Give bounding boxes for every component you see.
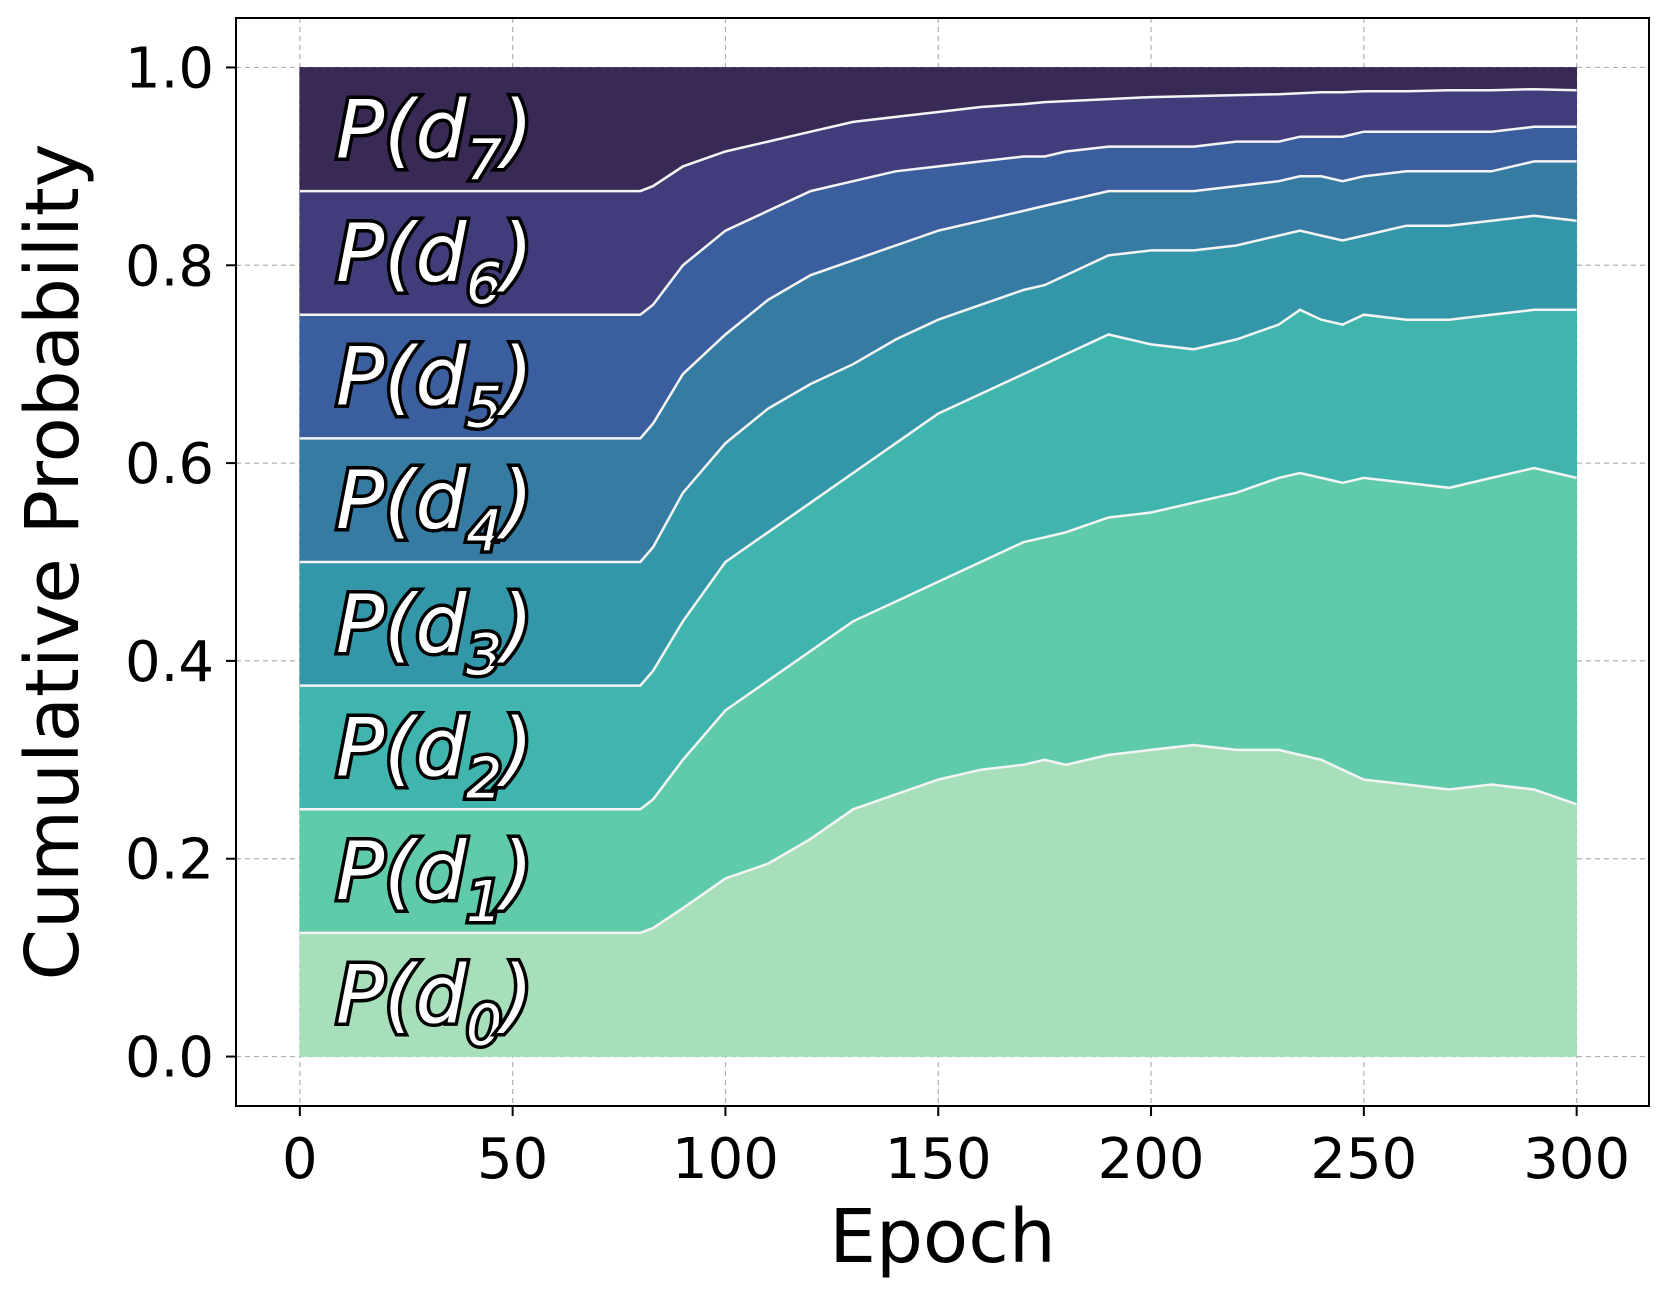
- boundary-line-3: [299, 214, 1577, 564]
- x-tick-label: 250: [1310, 1127, 1417, 1192]
- x-tick-label: 0: [282, 1127, 318, 1192]
- y-tick-label: 0.2: [125, 828, 214, 893]
- series-label-3: P(d3): [336, 578, 533, 688]
- x-axis-ticks: 0 50 100 150 200 250 300: [282, 1106, 1630, 1192]
- x-tick-label: 50: [477, 1127, 548, 1192]
- x-tick-label: 200: [1098, 1127, 1205, 1192]
- series-label-2: P(d2): [336, 701, 533, 811]
- x-tick-label: 300: [1523, 1127, 1630, 1192]
- y-axis-ticks: 0.0 0.2 0.4 0.6 0.8 1.0: [125, 36, 236, 1091]
- boundary-line-2: [299, 308, 1577, 687]
- boundary-line-5: [299, 125, 1577, 316]
- boundary-line-4: [299, 160, 1577, 440]
- y-tick-label: 1.0: [125, 36, 214, 101]
- series-label-7: P(d7): [336, 83, 533, 193]
- y-tick-label: 0.6: [125, 432, 214, 497]
- boundary-lines: [299, 87, 1578, 935]
- y-axis-label: Cumulative Probability: [10, 143, 96, 980]
- stacked-areas: [299, 67, 1577, 1057]
- series-label-4: P(d4): [336, 454, 533, 564]
- y-tick-label: 0.4: [125, 630, 214, 695]
- x-tick-label: 150: [885, 1127, 992, 1192]
- axes-frame: [235, 17, 1650, 1107]
- x-tick-label: 100: [672, 1127, 779, 1192]
- boundary-line-6: [299, 87, 1577, 193]
- y-tick-label: 0.8: [125, 234, 214, 299]
- boundary-line-1: [299, 466, 1577, 811]
- series-label-6: P(d6): [336, 207, 533, 317]
- x-axis-label: Epoch: [829, 1194, 1056, 1280]
- series-label-1: P(d1): [336, 825, 533, 935]
- y-tick-label: 0.0: [125, 1026, 214, 1091]
- series-labels: P(d0)P(d1)P(d2)P(d3)P(d4)P(d5)P(d6)P(d7): [333, 80, 537, 1062]
- boundary-line-0: [299, 743, 1578, 935]
- series-label-0: P(d0): [336, 949, 533, 1059]
